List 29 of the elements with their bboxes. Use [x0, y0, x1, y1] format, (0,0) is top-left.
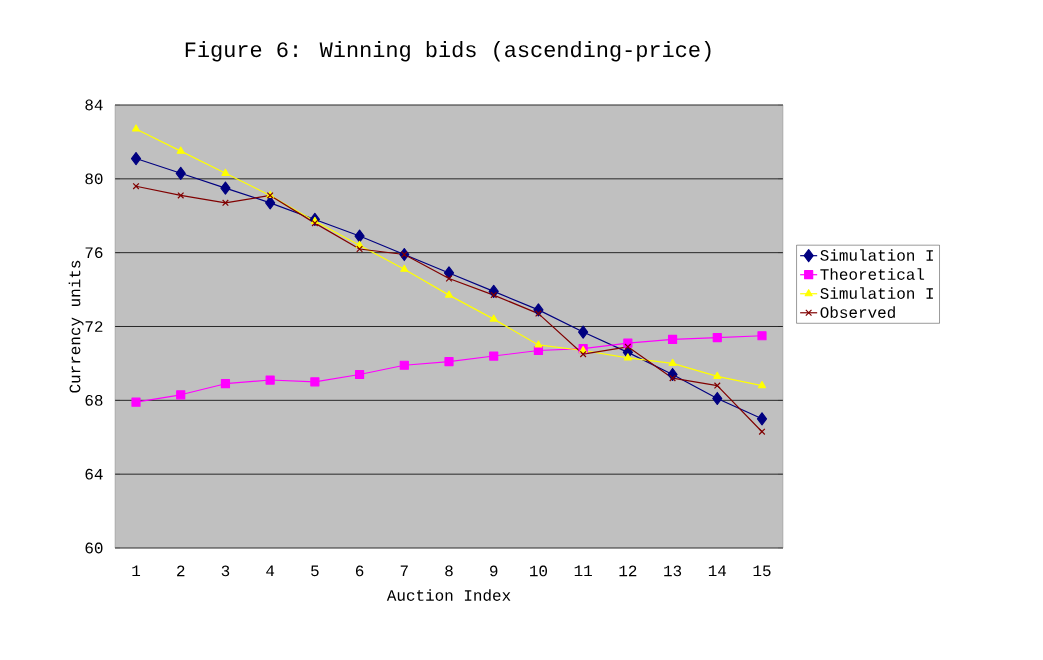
- x-tick-label: 5: [311, 565, 319, 577]
- x-tick-label: 1: [132, 565, 141, 577]
- x-tick-label: 2: [177, 565, 185, 577]
- y-axis-title: Currency units: [68, 260, 84, 393]
- x-tick-label: 14: [708, 565, 727, 577]
- y-tick-label: 68: [85, 394, 103, 406]
- x-tick-label: 15: [753, 565, 771, 577]
- x-tick-label: 11: [574, 565, 592, 577]
- legend-label: Simulation I: [820, 249, 933, 261]
- y-tick-label: 72: [85, 321, 103, 332]
- x-tick-label: 13: [664, 565, 682, 577]
- legend-label: Simulation I: [820, 287, 933, 299]
- x-tick-label: 12: [619, 565, 637, 577]
- x-tick-label: 3: [221, 565, 230, 577]
- legend-label: Observed: [820, 306, 895, 319]
- x-tick-label: 8: [445, 565, 453, 577]
- y-tick-label: 76: [85, 247, 103, 259]
- y-tick-label: 64: [85, 468, 103, 480]
- x-tick-label: 10: [530, 565, 548, 577]
- x-tick-label: 6: [355, 565, 364, 577]
- x-tick-label: 9: [490, 565, 498, 577]
- y-tick-label: 80: [85, 173, 103, 185]
- x-axis-title: Auction Index: [386, 589, 511, 601]
- x-tick-label: 7: [400, 565, 408, 577]
- x-tick-label: 4: [266, 565, 275, 577]
- chart-title: Figure 6: Winning bids (ascending-price): [185, 41, 711, 62]
- legend-label: Theoretical: [820, 268, 925, 280]
- y-tick-label: 84: [85, 99, 103, 111]
- y-tick-label: 60: [85, 542, 103, 554]
